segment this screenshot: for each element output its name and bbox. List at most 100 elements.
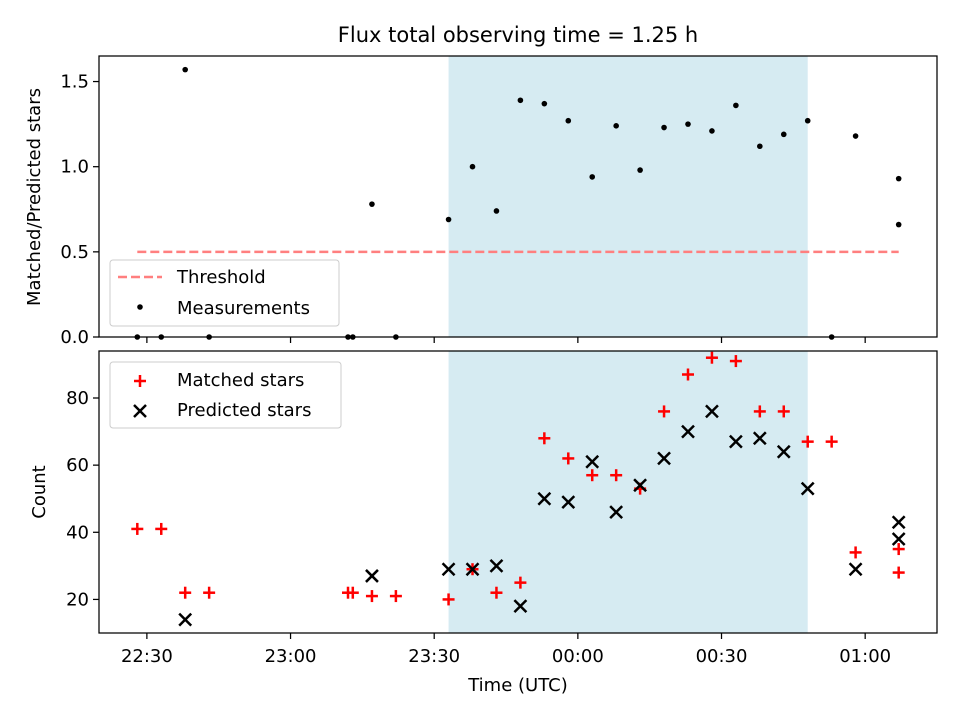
- predicted-star-point: [633, 478, 647, 493]
- predicted-star-point: [365, 569, 379, 583]
- matched-star-point: [705, 351, 718, 364]
- predicted-star-point: [891, 515, 906, 530]
- matched-star-point: [365, 590, 378, 603]
- predicted-star-point: [513, 599, 528, 614]
- matched-star-point: [892, 543, 905, 556]
- matched-legend-label: Matched stars: [177, 370, 304, 391]
- matched-legend-swatch: [134, 375, 146, 387]
- measurement-point: [445, 216, 452, 223]
- x-tick-label: 23:30: [408, 646, 460, 667]
- measurement-point: [493, 208, 500, 214]
- measurement-point: [757, 143, 763, 150]
- predicted-stars-points: [178, 404, 906, 627]
- predicted-star-point: [752, 431, 767, 446]
- matched-star-point: [514, 576, 527, 589]
- y-tick-label: 0.0: [60, 327, 89, 348]
- measurement-point: [852, 133, 859, 139]
- matched-star-point: [179, 586, 192, 599]
- matched-star-point: [586, 469, 599, 482]
- shade-rect: [448, 351, 808, 633]
- x-axis-label: Time (UTC): [467, 675, 568, 696]
- observing-window-shade-bottom: [448, 351, 808, 633]
- top-y-axis-label: Matched/Predicted stars: [24, 88, 45, 306]
- top-y-axis: 0.0 0.5 1.0 1.5: [60, 72, 99, 348]
- matched-star-point: [681, 368, 694, 381]
- shade-rect: [448, 56, 808, 337]
- bottom-y-axis: 20 40 60 80: [66, 388, 99, 610]
- matched-star-point: [131, 522, 144, 535]
- measurement-point: [895, 221, 902, 228]
- measurement-point: [895, 175, 902, 182]
- measurement-point: [637, 167, 643, 173]
- measurement-point: [780, 131, 787, 138]
- top-legend: Threshold Measurements: [109, 259, 340, 327]
- matched-stars-points: [131, 351, 905, 606]
- matched-star-point: [610, 469, 623, 482]
- predicted-star-point: [848, 562, 863, 577]
- predicted-star-point: [728, 434, 743, 449]
- y-tick-label: 1.5: [60, 72, 89, 93]
- predicted-star-point: [657, 451, 671, 466]
- matched-star-point: [442, 593, 455, 606]
- chart-title: Flux total observing time = 1.25 h: [338, 23, 698, 47]
- y-tick-label: 40: [66, 522, 89, 543]
- top-legend-box: [109, 259, 340, 327]
- bottom-legend-box: [109, 361, 342, 429]
- y-tick-label: 1.0: [60, 157, 89, 178]
- matched-star-point: [777, 405, 790, 418]
- predicted-star-point: [561, 495, 576, 509]
- predicted-star-point: [800, 481, 815, 496]
- predicted-legend-label: Predicted stars: [177, 400, 311, 421]
- matched-star-point: [490, 586, 503, 599]
- matched-star-point: [203, 586, 216, 599]
- predicted-star-point: [441, 562, 456, 577]
- predicted-star-point: [585, 454, 600, 469]
- y-tick-label: 20: [66, 589, 89, 610]
- predicted-star-point: [681, 424, 695, 439]
- predicted-legend-swatch: [133, 404, 147, 418]
- matched-star-point: [389, 590, 402, 603]
- predicted-star-point: [776, 444, 791, 459]
- matched-star-point: [892, 566, 905, 579]
- x-tick-label: 22:30: [121, 646, 173, 667]
- x-tick-label: 01:00: [839, 646, 891, 667]
- matched-star-point: [753, 405, 766, 418]
- predicted-star-point: [537, 491, 552, 506]
- bottom-x-axis: 22:30 23:00 23:30 00:00 00:30 01:00: [121, 633, 891, 667]
- measurement-point: [804, 117, 811, 124]
- predicted-star-point: [489, 558, 504, 573]
- measurement-point: [517, 97, 524, 104]
- predicted-star-point: [465, 562, 480, 577]
- measurement-point: [541, 100, 548, 107]
- matched-star-point: [849, 546, 862, 559]
- x-tick-label: 00:00: [552, 646, 604, 667]
- measurement-point: [565, 117, 572, 124]
- observing-window-shade-top: [448, 56, 808, 337]
- x-tick-label: 00:30: [696, 646, 748, 667]
- measurements-legend-swatch: [137, 304, 143, 310]
- measurement-point: [469, 163, 476, 170]
- threshold-legend-label: Threshold: [176, 267, 266, 288]
- measurement-point: [182, 66, 188, 73]
- predicted-star-point: [891, 532, 906, 546]
- matched-star-point: [346, 586, 359, 599]
- measurement-point: [733, 102, 739, 109]
- x-tick-label: 23:00: [265, 646, 317, 667]
- measurement-point: [685, 121, 691, 127]
- top-panel: 0.0 0.5 1.0 1.5 Matched/Predicted stars Thr…: [24, 55, 938, 348]
- measurement-points: [134, 66, 902, 340]
- matched-star-point: [825, 435, 838, 448]
- predicted-star-point: [609, 505, 624, 520]
- bottom-legend: Matched stars Predicted stars: [109, 361, 342, 429]
- matched-star-point: [658, 405, 671, 418]
- measurement-point: [661, 124, 667, 131]
- measurement-point: [369, 201, 375, 207]
- predicted-star-point: [178, 612, 193, 627]
- y-tick-label: 0.5: [60, 242, 89, 263]
- matched-star-point: [801, 435, 814, 448]
- bottom-y-axis-label: Count: [29, 465, 50, 518]
- matched-star-point: [562, 452, 575, 465]
- measurement-point: [589, 174, 596, 180]
